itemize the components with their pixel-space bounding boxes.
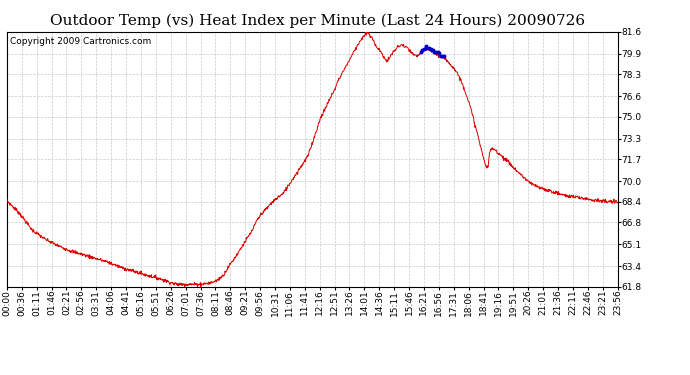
Text: Copyright 2009 Cartronics.com: Copyright 2009 Cartronics.com [10,37,151,46]
Text: Outdoor Temp (vs) Heat Index per Minute (Last 24 Hours) 20090726: Outdoor Temp (vs) Heat Index per Minute … [50,13,585,27]
